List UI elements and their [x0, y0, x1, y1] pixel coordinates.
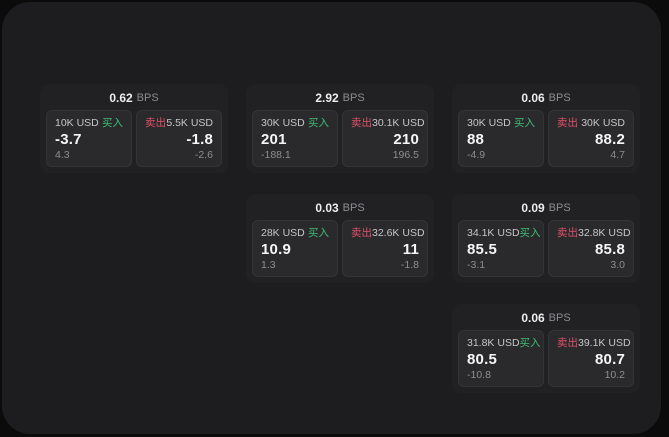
buy-tile[interactable]: 10K USD 买入 -3.7 4.3 — [46, 110, 132, 167]
quote-card: 0.09 BPS 34.1K USD 买入 85.5 -3.1 卖出 32.8K… — [453, 195, 639, 282]
sell-sub-value: -1.8 — [400, 258, 419, 271]
buy-label: 买入 — [519, 337, 541, 349]
bps-header: 0.06 BPS — [453, 305, 639, 330]
buy-tile[interactable]: 31.8K USD 买入 80.5 -10.8 — [458, 330, 544, 387]
bps-unit: BPS — [342, 201, 365, 214]
sell-sub-value: 3.0 — [610, 258, 625, 271]
sell-price: 210 — [393, 130, 419, 148]
quote-cards-grid: 0.62 BPS 10K USD 买入 -3.7 4.3 卖出 5.5K USD — [41, 85, 639, 392]
buy-sub-value: -4.9 — [467, 148, 486, 161]
buy-label: 买入 — [102, 117, 123, 129]
quote-card: 0.03 BPS 28K USD 买入 10.9 1.3 卖出 32.6K US… — [247, 195, 433, 282]
sell-price: -1.8 — [186, 130, 213, 148]
sell-amount: 30.1K USD — [372, 117, 425, 129]
sell-tile[interactable]: 卖出 39.1K USD 80.7 10.2 — [548, 330, 634, 387]
buy-amount: 30K USD — [467, 117, 511, 129]
sell-sub-value: 196.5 — [392, 148, 419, 161]
buy-price: 85.5 — [467, 240, 497, 258]
sell-price: 88.2 — [595, 130, 625, 148]
buy-price: 80.5 — [467, 350, 497, 368]
quote-tiles: 31.8K USD 买入 80.5 -10.8 卖出 39.1K USD 80.… — [453, 330, 639, 392]
bps-unit: BPS — [548, 311, 571, 324]
buy-label: 买入 — [514, 117, 535, 129]
sell-tile[interactable]: 卖出 32.8K USD 85.8 3.0 — [548, 220, 634, 277]
quote-card: 0.62 BPS 10K USD 买入 -3.7 4.3 卖出 5.5K USD — [41, 85, 227, 172]
buy-label: 买入 — [308, 227, 329, 239]
buy-label: 买入 — [308, 117, 329, 129]
quote-tiles: 30K USD 买入 201 -188.1 卖出 30.1K USD 210 1… — [247, 110, 433, 172]
buy-price: 201 — [261, 130, 287, 148]
sell-label: 卖出 — [557, 337, 578, 349]
sell-sub-value: 10.2 — [604, 368, 625, 381]
bps-value: 0.03 — [315, 200, 339, 215]
bps-value: 0.62 — [109, 90, 133, 105]
buy-sub-value: -3.1 — [467, 258, 486, 271]
bps-value: 0.09 — [521, 200, 545, 215]
sell-label: 卖出 — [351, 227, 372, 239]
buy-amount: 34.1K USD — [467, 227, 520, 239]
buy-tile[interactable]: 28K USD 买入 10.9 1.3 — [252, 220, 338, 277]
sell-label: 卖出 — [557, 117, 578, 129]
sell-amount: 5.5K USD — [166, 117, 213, 129]
buy-amount: 30K USD — [261, 117, 305, 129]
buy-sub-value: -188.1 — [261, 148, 291, 161]
sell-amount: 39.1K USD — [578, 337, 631, 349]
sell-tile[interactable]: 卖出 32.6K USD 11 -1.8 — [342, 220, 428, 277]
quote-card: 2.92 BPS 30K USD 买入 201 -188.1 卖出 30.1K … — [247, 85, 433, 172]
sell-tile[interactable]: 卖出 5.5K USD -1.8 -2.6 — [136, 110, 222, 167]
buy-tile[interactable]: 30K USD 买入 201 -188.1 — [252, 110, 338, 167]
buy-sub-value: 4.3 — [55, 148, 70, 161]
bps-header: 2.92 BPS — [247, 85, 433, 110]
quote-tiles: 28K USD 买入 10.9 1.3 卖出 32.6K USD 11 -1.8 — [247, 220, 433, 282]
sell-amount: 32.8K USD — [578, 227, 631, 239]
bps-value: 0.06 — [521, 90, 545, 105]
bps-value: 0.06 — [521, 310, 545, 325]
bps-unit: BPS — [548, 91, 571, 104]
sell-sub-value: -2.6 — [194, 148, 213, 161]
bps-header: 0.09 BPS — [453, 195, 639, 220]
sell-price: 80.7 — [595, 350, 625, 368]
sell-amount: 32.6K USD — [372, 227, 425, 239]
buy-price: 88 — [467, 130, 485, 148]
quote-tiles: 10K USD 买入 -3.7 4.3 卖出 5.5K USD -1.8 -2.… — [41, 110, 227, 172]
quote-card: 0.06 BPS 31.8K USD 买入 80.5 -10.8 卖出 39.1… — [453, 305, 639, 392]
bps-header: 0.62 BPS — [41, 85, 227, 110]
bps-value: 2.92 — [315, 90, 339, 105]
buy-sub-value: -10.8 — [467, 368, 491, 381]
sell-label: 卖出 — [351, 117, 372, 129]
sell-label: 卖出 — [145, 117, 166, 129]
buy-amount: 10K USD — [55, 117, 99, 129]
sell-price: 85.8 — [595, 240, 625, 258]
bps-unit: BPS — [342, 91, 365, 104]
buy-label: 买入 — [519, 227, 541, 239]
quote-tiles: 34.1K USD 买入 85.5 -3.1 卖出 32.8K USD 85.8… — [453, 220, 639, 282]
bps-header: 0.03 BPS — [247, 195, 433, 220]
bps-unit: BPS — [548, 201, 571, 214]
buy-amount: 28K USD — [261, 227, 305, 239]
sell-price: 11 — [402, 240, 419, 258]
bps-unit: BPS — [136, 91, 159, 104]
buy-sub-value: 1.3 — [261, 258, 276, 271]
sell-sub-value: 4.7 — [610, 148, 625, 161]
buy-tile[interactable]: 30K USD 买入 88 -4.9 — [458, 110, 544, 167]
sell-label: 卖出 — [557, 227, 578, 239]
buy-price: -3.7 — [55, 130, 82, 148]
sell-tile[interactable]: 卖出 30.1K USD 210 196.5 — [342, 110, 428, 167]
buy-tile[interactable]: 34.1K USD 买入 85.5 -3.1 — [458, 220, 544, 277]
sell-tile[interactable]: 卖出 30K USD 88.2 4.7 — [548, 110, 634, 167]
buy-price: 10.9 — [261, 240, 291, 258]
quote-tiles: 30K USD 买入 88 -4.9 卖出 30K USD 88.2 4.7 — [453, 110, 639, 172]
sell-amount: 30K USD — [581, 117, 625, 129]
quote-card: 0.06 BPS 30K USD 买入 88 -4.9 卖出 30K USD — [453, 85, 639, 172]
buy-amount: 31.8K USD — [467, 337, 520, 349]
bps-header: 0.06 BPS — [453, 85, 639, 110]
main-panel: 0.62 BPS 10K USD 买入 -3.7 4.3 卖出 5.5K USD — [2, 2, 661, 434]
